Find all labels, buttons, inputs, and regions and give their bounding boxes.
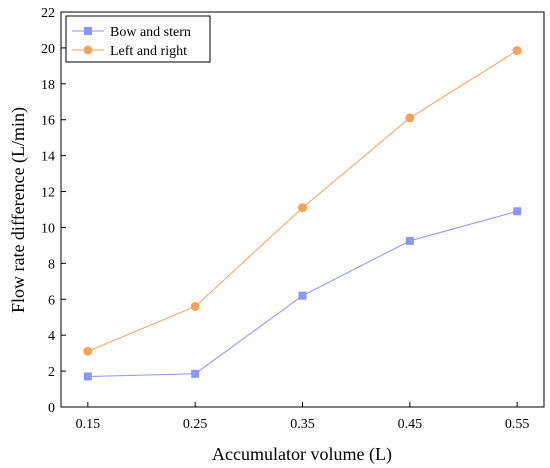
y-tick-label: 8 [48,257,55,272]
x-tick-label: 0.55 [505,417,530,432]
x-tick-label: 0.35 [290,417,315,432]
y-tick-label: 16 [41,114,55,129]
data-point-bow-and-stern [405,236,414,245]
x-axis: 0.15 0.25 0.35 0.45 0.55 [76,402,530,432]
data-point-left-and-right [83,346,93,356]
y-tick-label: 18 [41,78,55,93]
y-tick-label: 4 [48,329,55,344]
y-tick-label: 10 [41,221,55,236]
legend-box [65,15,211,63]
y-axis-title: Flow rate difference (L/min) [8,107,29,313]
x-axis-title: Accumulator volume (L) [212,444,392,465]
legend-label-left-and-right: Left and right [110,44,187,59]
y-axis: 0 2 4 6 8 10 12 14 16 18 20 22 [41,6,66,416]
y-tick-label: 22 [41,6,55,21]
y-tick-label: 20 [41,42,55,57]
legend: Bow and stern Left and right [65,15,211,63]
data-point-left-and-right [405,113,415,123]
x-tick-label: 0.45 [398,417,423,432]
series-line-left-and-right [87,50,518,352]
data-point-left-and-right [298,203,307,213]
x-tick-label: 0.25 [183,417,208,432]
data-point-bow-and-stern [298,291,307,300]
legend-marker-left-and-right [83,45,93,55]
y-tick-label: 0 [48,401,55,416]
data-point-bow-and-stern [513,207,522,216]
data-point-left-and-right [190,301,200,311]
data-point-left-and-right [512,46,522,56]
y-tick-label: 12 [41,186,55,201]
x-tick-label: 0.15 [76,417,101,432]
y-tick-label: 2 [48,365,55,380]
data-point-bow-and-stern [191,369,200,378]
legend-label-bow-and-stern: Bow and stern [110,25,191,40]
y-tick-label: 14 [41,150,55,165]
y-tick-label: 6 [48,293,55,308]
legend-marker-bow-and-stern [84,27,92,35]
data-point-bow-and-stern [83,372,92,381]
series-layer [83,46,522,381]
